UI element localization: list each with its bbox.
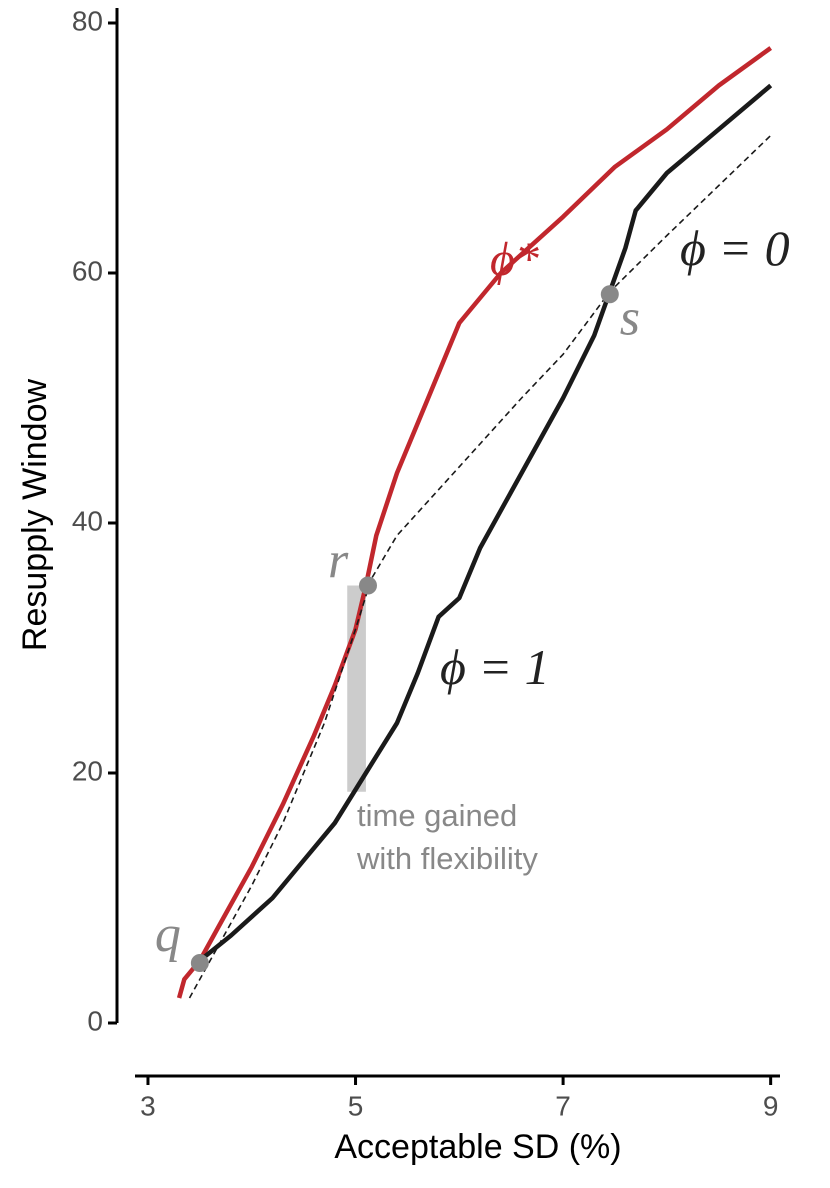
x-tick-label: 7	[555, 1090, 571, 1121]
series-line	[188, 134, 772, 999]
y-tick-label: 40	[72, 505, 103, 536]
point	[600, 285, 619, 304]
series-label: ϕ = 1	[440, 639, 550, 695]
x-tick-label: 3	[140, 1090, 156, 1121]
x-axis-title: Acceptable SD (%)	[334, 1128, 621, 1166]
x-tick-label: 9	[763, 1090, 779, 1121]
point	[358, 576, 377, 595]
point-label: q	[155, 906, 181, 963]
y-tick-label: 60	[72, 255, 103, 286]
point	[190, 954, 209, 972]
series-line	[176, 46, 773, 999]
y-tick-label: 80	[72, 5, 103, 36]
y-tick-label: 0	[87, 1005, 103, 1036]
y-tick-label: 20	[72, 755, 103, 786]
annotation: time gained	[357, 798, 517, 833]
y-axis-title: Resupply Window	[16, 379, 54, 652]
annotation: with flexibility	[356, 841, 538, 876]
point-label: r	[328, 533, 349, 590]
series-label: ϕ*	[490, 233, 539, 286]
x-tick-label: 5	[348, 1090, 364, 1121]
series-line	[198, 83, 773, 963]
point-label: s	[620, 289, 640, 346]
series-label: ϕ = 0	[680, 220, 790, 276]
